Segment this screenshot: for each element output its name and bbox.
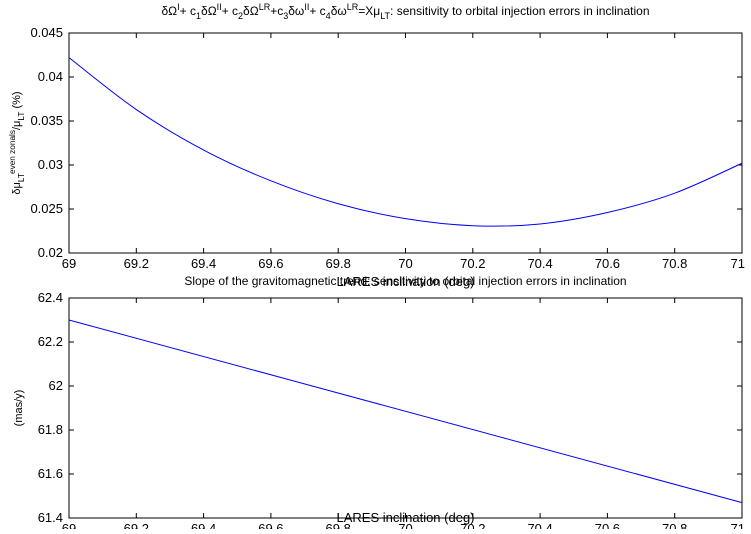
- x-tick-label: 69.2: [124, 521, 149, 529]
- label-segment: δμ: [11, 182, 23, 194]
- chart-title: δΩI+ c1δΩII+ c2δΩLR+c3δωII+ c4δωLR=XμLT:…: [161, 2, 649, 21]
- y-tick-label: 62: [49, 378, 63, 393]
- y-tick-label: 0.025: [30, 201, 63, 216]
- axes-frame: [68, 297, 743, 519]
- label-segment: : sensitivity to orbital injection error…: [390, 4, 649, 18]
- y-tick-label: 61.6: [38, 466, 63, 481]
- label-segment: LT: [380, 11, 390, 21]
- label-segment: δΩ: [243, 4, 259, 18]
- x-tick-label: 69.8: [326, 256, 351, 271]
- x-tick-label: 70.6: [595, 521, 620, 529]
- series-line: [68, 319, 743, 504]
- x-tick-label: 69.6: [258, 256, 283, 271]
- label-segment: I: [177, 2, 180, 12]
- chart-title: Slope of the gravitomagnetic trend: sens…: [184, 274, 626, 288]
- x-tick-label: 69.6: [258, 521, 283, 529]
- x-tick-label: 70.8: [662, 521, 687, 529]
- y-tick-label: 62.2: [38, 334, 63, 349]
- label-segment: δΩ: [161, 4, 177, 18]
- y-tick-label: 61.8: [38, 422, 63, 437]
- label-segment: 1: [196, 11, 201, 21]
- label-segment: + c: [309, 4, 325, 18]
- x-tick-label: 69: [62, 256, 76, 271]
- x-tick-label: 70.4: [527, 521, 552, 529]
- label-segment: II: [304, 2, 309, 12]
- y-tick-label: 62.4: [38, 290, 63, 305]
- label-segment: +c: [270, 4, 283, 18]
- axes-frame: [68, 32, 743, 254]
- x-tick-label: 70: [398, 256, 412, 271]
- label-segment: LR: [347, 2, 359, 12]
- y-axis-label: (mas/y): [13, 390, 25, 427]
- y-tick-label: 0.04: [38, 69, 63, 84]
- label-segment: LT: [17, 112, 26, 121]
- x-tick-label: 69: [62, 521, 76, 529]
- y-tick-label: 0.035: [30, 113, 63, 128]
- label-segment: + c: [180, 4, 196, 18]
- y-tick-label: 0.03: [38, 157, 63, 172]
- label-segment: =Xμ: [358, 4, 380, 18]
- y-axis-label: δμLTeven zonals/μLT (%): [8, 91, 26, 194]
- x-tick-label: 70.2: [460, 256, 485, 271]
- label-segment: δΩ: [201, 4, 217, 18]
- x-tick-label: 70.4: [527, 256, 552, 271]
- label-segment: 4: [326, 11, 331, 21]
- chart-top: 69 69.2 69.4 69.6 69.8 70 70.2 70.4 70.6 70.8 71 0.…: [8, 2, 745, 289]
- x-axis-label: LARES inclination (deg): [336, 274, 474, 289]
- y-tick-label: 61.4: [38, 510, 63, 525]
- x-tick-label: 69.4: [191, 521, 216, 529]
- y-tick-label: 0.02: [38, 245, 63, 260]
- label-segment: /μ: [11, 121, 23, 130]
- label-segment: 3: [283, 11, 288, 21]
- series-line: [68, 57, 743, 227]
- chart-bottom: 69 69.2 69.4 69.6 69.8 70 70.2 70.4 70.6 70.8 7161…: [13, 274, 745, 534]
- x-axis-label: LARES inclination (deg): [336, 510, 474, 525]
- label-segment: LT: [17, 173, 26, 182]
- label-segment: II: [217, 2, 222, 12]
- y-tick-label: 0.045: [30, 25, 63, 40]
- label-segment: (%): [11, 91, 23, 111]
- x-tick-label: 69.4: [191, 256, 216, 271]
- label-segment: + c: [222, 4, 238, 18]
- label-segment: 2: [238, 11, 243, 21]
- x-tick-label: 70.6: [595, 256, 620, 271]
- x-tick-label: 71: [731, 521, 745, 529]
- label-segment: δω: [288, 4, 304, 18]
- label-segment: δω: [331, 4, 347, 18]
- label-segment: LR: [259, 2, 271, 12]
- x-tick-label: 71: [731, 256, 745, 271]
- label-segment: even zonals: [8, 130, 17, 174]
- x-tick-label: 70.8: [662, 256, 687, 271]
- x-tick-label: 69.2: [124, 256, 149, 271]
